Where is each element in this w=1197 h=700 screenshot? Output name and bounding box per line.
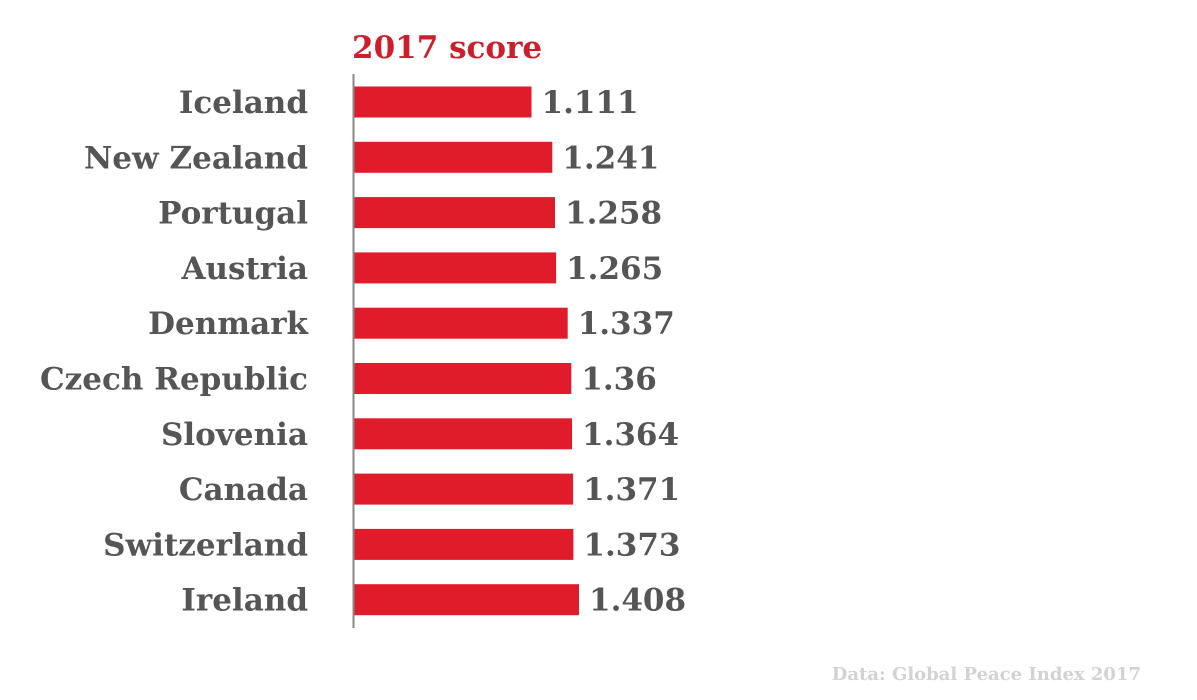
- bar-canada: [354, 473, 574, 505]
- category-labels: Iceland New Zealand Portugal Austria Denmark…: [40, 85, 310, 619]
- value-label: 1.36: [581, 362, 657, 398]
- chart-title: 2017 score: [352, 30, 542, 66]
- value-label: 1.265: [566, 251, 663, 287]
- category-label: Switzerland: [103, 527, 308, 563]
- bar-czech-republic: [354, 363, 572, 394]
- category-label: Iceland: [179, 85, 308, 121]
- bars-group: [354, 86, 579, 616]
- bar-denmark: [354, 307, 568, 339]
- value-label: 1.408: [589, 583, 686, 619]
- value-label: 1.111: [542, 85, 639, 121]
- bar-portugal: [354, 197, 555, 229]
- category-label: Canada: [179, 472, 308, 508]
- category-label: Austria: [180, 251, 308, 287]
- value-labels: 1.111 1.241 1.258 1.265 1.337 1.36 1.364 1.371 1…: [542, 85, 687, 619]
- source-note: Data: Global Peace Index 2017: [832, 664, 1141, 685]
- category-label: New Zealand: [84, 140, 308, 176]
- category-label: Ireland: [181, 583, 308, 619]
- category-label: Slovenia: [161, 417, 308, 453]
- bar-iceland: [354, 86, 532, 118]
- category-label: Portugal: [158, 196, 308, 232]
- value-label: 1.364: [582, 417, 679, 453]
- value-label: 1.373: [583, 527, 680, 563]
- bar-new-zealand: [354, 141, 553, 173]
- bar-ireland: [354, 584, 579, 616]
- bar-slovenia: [354, 418, 572, 450]
- category-label: Czech Republic: [40, 362, 308, 398]
- value-label: 1.241: [562, 140, 659, 176]
- bar-austria: [354, 252, 557, 284]
- value-label: 1.258: [565, 196, 662, 232]
- value-label: 1.371: [583, 472, 680, 508]
- bar-switzerland: [354, 528, 574, 560]
- category-label: Denmark: [148, 306, 309, 342]
- value-label: 1.337: [578, 306, 675, 342]
